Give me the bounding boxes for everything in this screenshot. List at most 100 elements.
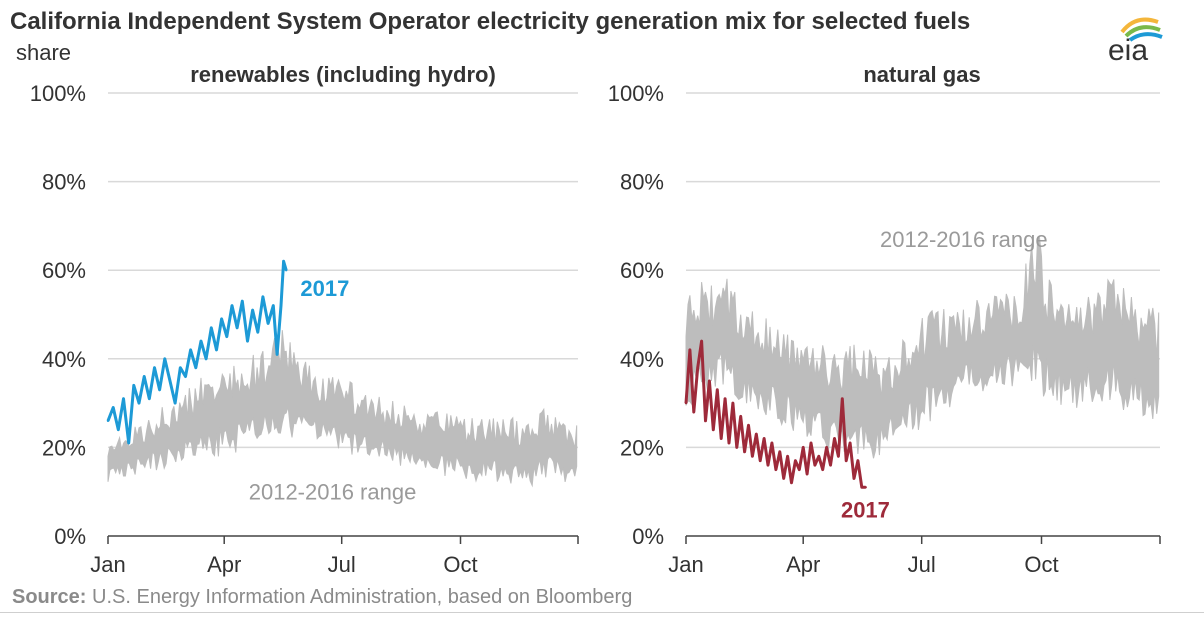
data-point-2017	[743, 450, 746, 454]
chart-title: California Independent System Operator e…	[10, 8, 971, 35]
annotation-2017: 2017	[841, 497, 890, 522]
data-point-2017	[708, 379, 711, 383]
data-point-2017	[801, 446, 805, 449]
data-point-2017	[770, 441, 774, 445]
data-point-2017	[766, 463, 770, 467]
data-point-2017	[759, 459, 762, 462]
data-point-2017	[117, 428, 120, 431]
y-tick-label: 40%	[620, 347, 664, 372]
data-point-2017	[688, 348, 692, 352]
y-axis-unit: share	[16, 40, 72, 65]
data-point-2017	[731, 401, 735, 405]
data-point-2017	[739, 415, 742, 418]
footer-divider	[0, 612, 1204, 613]
panel-title: renewables (including hydro)	[190, 62, 496, 87]
data-point-2017	[837, 455, 840, 458]
annotation-range: 2012-2016 range	[880, 227, 1048, 252]
data-point-2017	[751, 455, 754, 458]
data-point-2017	[179, 366, 182, 369]
data-point-2017	[246, 339, 249, 343]
y-tick-label: 80%	[620, 170, 664, 195]
y-tick-label: 40%	[42, 347, 86, 372]
x-tick-label: Jul	[328, 552, 356, 577]
x-tick-label: Oct	[1024, 552, 1058, 577]
source-text: U.S. Energy Information Administration, …	[92, 586, 633, 608]
panel-title: natural gas	[863, 62, 980, 87]
data-point-2017	[189, 348, 192, 352]
data-point-2017	[782, 477, 785, 480]
data-point-2017	[225, 335, 228, 338]
data-point-2017	[272, 304, 275, 307]
data-point-2017	[723, 397, 727, 400]
data-point-2017	[762, 437, 766, 440]
data-point-2017	[805, 472, 809, 476]
data-point-2017	[261, 295, 265, 298]
data-point-2017	[829, 463, 832, 467]
data-point-2017	[106, 419, 110, 423]
x-tick-label: Jan	[90, 552, 125, 577]
data-point-2017	[755, 432, 758, 436]
source-label: Source:	[12, 586, 87, 608]
data-point-2017	[712, 428, 715, 431]
data-point-2017	[747, 424, 750, 427]
data-point-2017	[163, 357, 167, 360]
data-point-2017	[230, 304, 234, 307]
x-tick-label: Apr	[207, 552, 241, 577]
data-point-2017	[122, 397, 125, 400]
annotation-2017: 2017	[300, 276, 349, 301]
x-tick-label: Jan	[668, 552, 703, 577]
data-point-2017	[700, 339, 703, 343]
data-point-2017	[817, 455, 821, 458]
data-point-2017	[284, 269, 288, 272]
data-point-2017	[199, 339, 203, 343]
chart-panel-1: renewables (including hydro) 0% 20% 40% 60% 8…	[30, 62, 579, 577]
x-tick-label: Apr	[786, 552, 820, 577]
chart-panel-2: natural gas 0% 20% 40% 60% 80% 100% Jan Apr Jul Oc…	[608, 62, 1161, 577]
data-point-2017	[266, 322, 270, 325]
data-point-2017	[241, 300, 244, 303]
y-tick-label: 0%	[54, 524, 86, 549]
data-point-2017	[235, 326, 239, 329]
source-note: Source: U.S. Energy Information Administ…	[12, 586, 632, 609]
data-point-2017	[786, 455, 789, 458]
data-point-2017	[696, 366, 699, 369]
data-point-2017	[173, 401, 177, 405]
x-tick-label: Oct	[443, 552, 477, 577]
data-point-2017	[256, 331, 259, 334]
y-tick-label: 60%	[42, 258, 86, 283]
range-band-2012-2016	[107, 330, 578, 488]
y-tick-label: 100%	[30, 81, 86, 106]
data-point-2017	[727, 441, 731, 445]
data-point-2017	[852, 477, 856, 480]
data-point-2017	[716, 388, 719, 392]
data-point-2017	[251, 308, 254, 312]
data-point-2017	[848, 441, 852, 445]
data-point-2017	[168, 379, 172, 383]
data-point-2017	[735, 446, 738, 449]
sun-arcs-icon	[1120, 17, 1163, 42]
data-point-2017	[719, 437, 723, 440]
data-point-2017	[282, 260, 285, 263]
data-point-2017	[153, 366, 156, 369]
data-point-2017	[798, 468, 801, 471]
y-tick-label: 20%	[42, 435, 86, 460]
data-point-2017	[821, 468, 824, 471]
data-point-2017	[809, 441, 813, 445]
data-point-2017	[220, 317, 223, 321]
data-point-2017	[692, 410, 696, 414]
data-point-2017	[774, 468, 778, 471]
data-point-2017	[841, 397, 844, 400]
data-point-2017	[684, 401, 688, 405]
data-point-2017	[127, 441, 130, 445]
data-point-2017	[844, 459, 848, 462]
data-point-2017	[184, 375, 187, 378]
data-point-2017	[864, 486, 867, 489]
range-band-2012-2016	[685, 236, 1160, 459]
y-tick-label: 80%	[42, 170, 86, 195]
charts-canvas: renewables (including hydro) 0% 20% 40% 60% 8…	[30, 62, 1161, 577]
data-point-2017	[825, 446, 828, 449]
data-point-2017	[132, 384, 136, 387]
data-point-2017	[778, 450, 781, 454]
y-tick-label: 0%	[632, 524, 664, 549]
data-point-2017	[833, 437, 836, 440]
